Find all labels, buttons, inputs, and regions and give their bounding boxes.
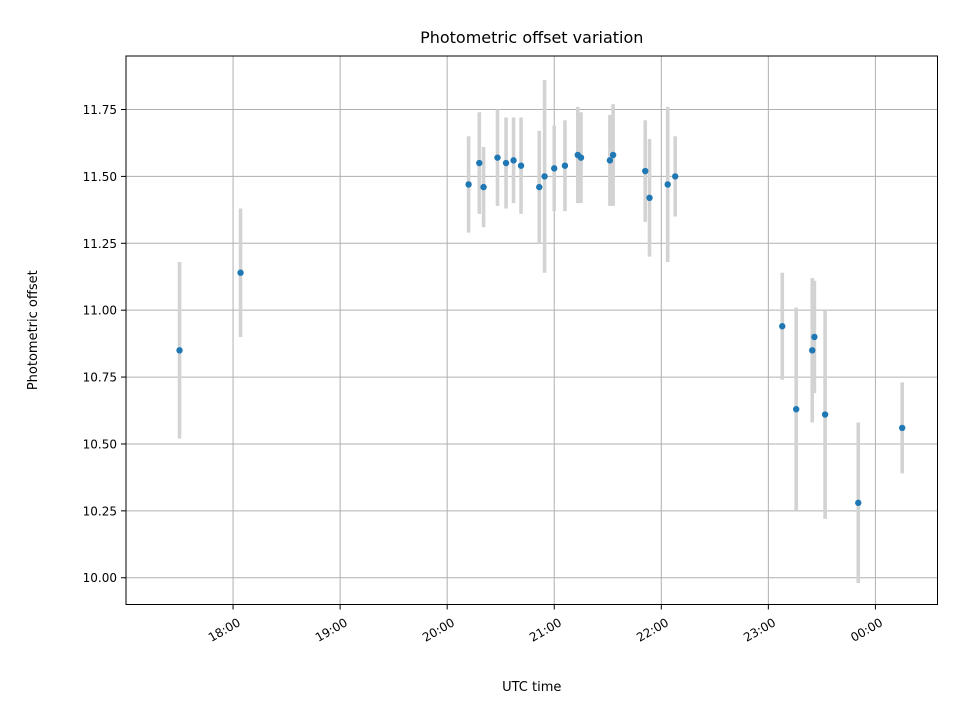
data-point bbox=[465, 181, 472, 188]
y-tick-label: 11.25 bbox=[83, 237, 117, 251]
data-point bbox=[606, 157, 614, 164]
grid bbox=[126, 56, 938, 605]
data-point bbox=[176, 347, 183, 354]
data-point bbox=[536, 183, 543, 191]
data-point bbox=[672, 173, 679, 180]
y-tick-label: 10.50 bbox=[83, 437, 117, 451]
data-point bbox=[779, 323, 786, 330]
plot-frame bbox=[125, 55, 938, 605]
y-tick-label: 11.50 bbox=[83, 170, 117, 184]
data-point bbox=[792, 405, 800, 413]
data-point bbox=[494, 154, 501, 161]
y-tick-label: 11.00 bbox=[83, 304, 117, 318]
data-point bbox=[502, 159, 510, 167]
data-point bbox=[476, 159, 483, 167]
data-point bbox=[609, 151, 617, 159]
data-point bbox=[510, 157, 517, 164]
data-point bbox=[577, 154, 585, 161]
data-point bbox=[480, 183, 487, 191]
data-point bbox=[642, 167, 649, 175]
data-point bbox=[237, 269, 244, 276]
y-tick-label: 10.25 bbox=[83, 504, 117, 518]
chart-title: Photometric offset variation bbox=[420, 28, 643, 47]
data-point bbox=[809, 347, 816, 354]
data-point bbox=[855, 499, 862, 507]
data-point bbox=[541, 173, 548, 180]
y-tick-label: 10.00 bbox=[83, 571, 117, 585]
data-point bbox=[898, 424, 906, 432]
y-tick-label: 11.75 bbox=[83, 103, 117, 117]
y-axis-ticks: 10.00 10.25 10.50 10.75 11.00 11.25 11.50 11.75 bbox=[83, 103, 126, 585]
data-point bbox=[664, 181, 671, 188]
y-tick-label: 10.75 bbox=[83, 371, 117, 385]
data-point bbox=[517, 162, 525, 169]
data-point bbox=[561, 162, 569, 169]
data-points bbox=[176, 151, 906, 507]
data-point bbox=[821, 411, 829, 418]
data-point bbox=[551, 165, 558, 172]
data-point bbox=[646, 194, 653, 202]
data-point bbox=[811, 333, 818, 341]
x-axis-label: UTC time bbox=[502, 680, 561, 695]
y-axis-label: Photometric offset bbox=[26, 270, 41, 390]
